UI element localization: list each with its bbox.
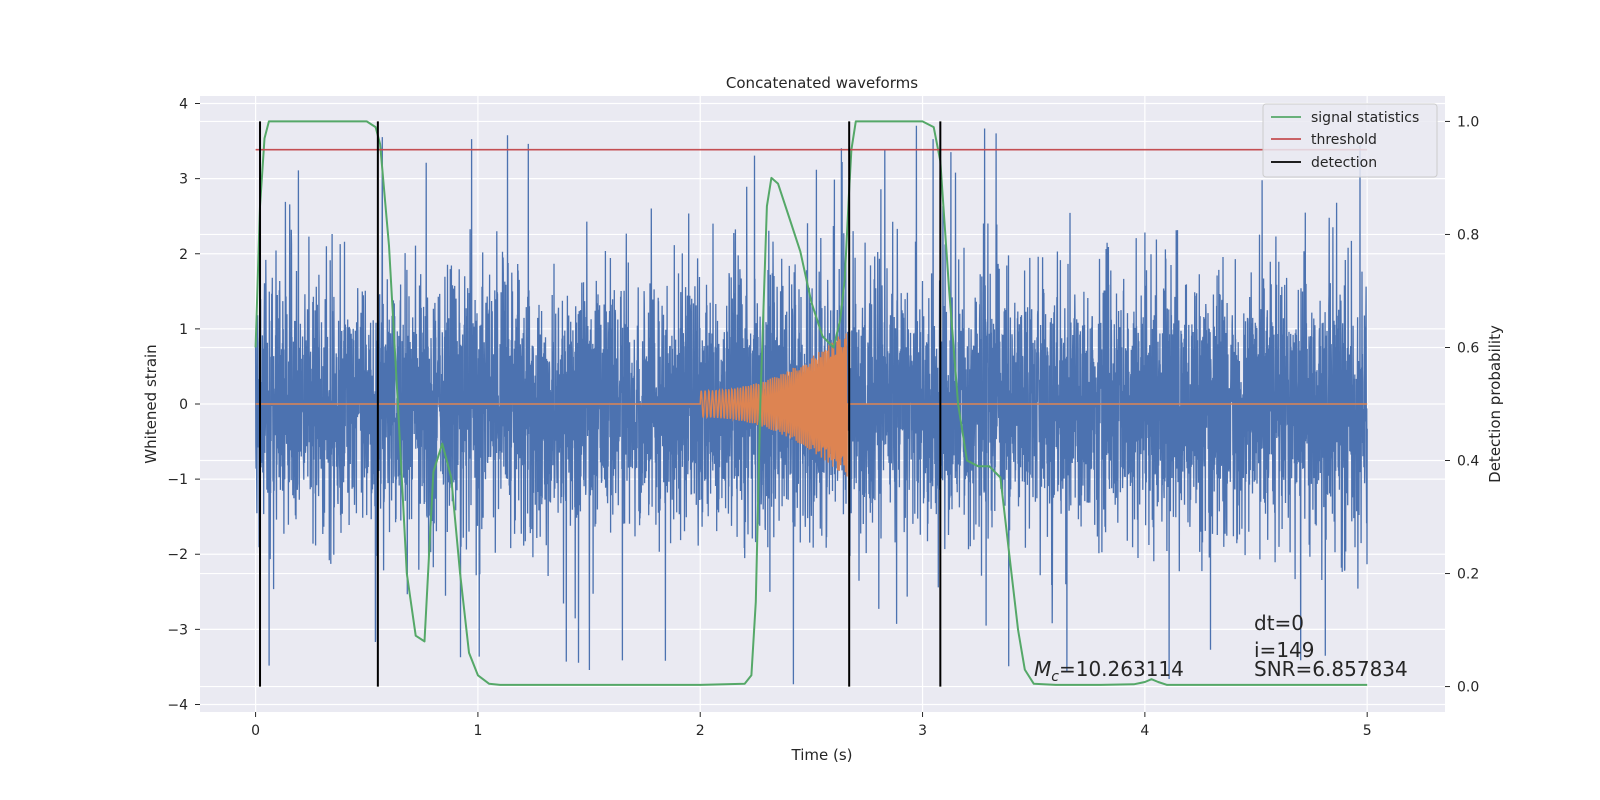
y-tick-label: −3 xyxy=(167,622,188,638)
y-tick-label: 0 xyxy=(179,397,188,413)
y-tick-label: −1 xyxy=(167,472,188,488)
legend-label-signal-statistics: signal statistics xyxy=(1311,110,1419,126)
legend-label-detection: detection xyxy=(1311,155,1377,171)
x-tick-label: 3 xyxy=(918,723,927,739)
x-tick-label: 0 xyxy=(251,723,260,739)
annotation-snr: SNR=6.857834 xyxy=(1254,657,1408,681)
y2-axis-label: Detection probability xyxy=(1486,325,1504,483)
annotation-mc: Mc=10.263114 xyxy=(1034,657,1184,685)
y2-tick-label: 0.6 xyxy=(1457,340,1479,356)
y-tick-label: 3 xyxy=(179,172,188,188)
legend-box xyxy=(1262,103,1438,178)
y-tick-label: 2 xyxy=(179,247,188,263)
annotation-i: i=149 xyxy=(1254,638,1315,662)
annotation-mc-value: =10.263114 xyxy=(1059,657,1184,681)
y-tick-label: 1 xyxy=(179,322,188,338)
legend: signal statistics threshold detection xyxy=(1262,103,1438,178)
annotation-dt: dt=0 xyxy=(1254,611,1304,635)
annotation-mc-subscript: c xyxy=(1051,669,1059,685)
series-line-signal-statistics xyxy=(254,120,1368,686)
y2-tick-label: 0.8 xyxy=(1457,227,1479,243)
y2-tick-label: 0.2 xyxy=(1457,567,1479,583)
y2-tick-label: 1.0 xyxy=(1457,114,1479,130)
x-tick-label: 1 xyxy=(473,723,482,739)
x-tick-label: 5 xyxy=(1363,723,1372,739)
y-tick-label: 4 xyxy=(179,97,188,113)
series-line-whitened-strain xyxy=(254,125,1368,685)
y-tick-label: −4 xyxy=(167,697,188,713)
series-layer xyxy=(254,120,1368,687)
y-axis-label: Whitened strain xyxy=(142,344,160,463)
series-line-chirp xyxy=(255,333,1368,477)
chart-title: Concatenated waveforms xyxy=(726,74,918,92)
axes-layer: 0 1 2 3 4 5 −4 −3 −2 −1 0 1 2 3 4 0.0 0.2 0.4 0.6 0.8 1.0 xyxy=(167,97,1479,739)
y2-tick-label: 0.0 xyxy=(1457,680,1479,696)
x-tick-label: 4 xyxy=(1140,723,1149,739)
annotation-mc-symbol: M xyxy=(1034,657,1051,681)
x-tick-label: 2 xyxy=(696,723,705,739)
legend-label-threshold: threshold xyxy=(1311,132,1377,148)
y-tick-label: −2 xyxy=(167,547,188,563)
x-axis-label: Time (s) xyxy=(791,746,853,764)
y2-tick-label: 0.4 xyxy=(1457,454,1479,470)
